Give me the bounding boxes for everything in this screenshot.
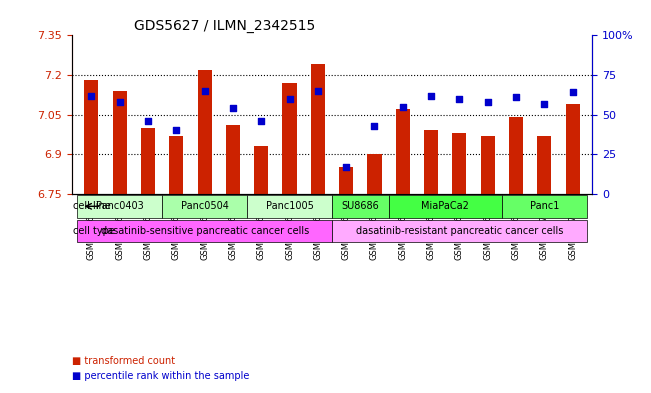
Point — [86, 92, 96, 99]
Point — [312, 88, 323, 94]
Text: MiaPaCa2: MiaPaCa2 — [421, 201, 469, 211]
Text: Panc0403: Panc0403 — [96, 201, 144, 211]
Point — [369, 123, 380, 129]
Text: dasatinib-resistant pancreatic cancer cells: dasatinib-resistant pancreatic cancer ce… — [355, 226, 563, 236]
Point — [482, 99, 493, 105]
Bar — [509, 117, 523, 194]
Bar — [85, 80, 98, 194]
FancyBboxPatch shape — [332, 195, 389, 217]
Bar — [197, 70, 212, 194]
FancyBboxPatch shape — [77, 195, 162, 217]
Bar — [283, 83, 297, 194]
Point — [568, 89, 578, 95]
Bar — [339, 167, 353, 194]
Bar — [254, 146, 268, 194]
Text: GDS5627 / ILMN_2342515: GDS5627 / ILMN_2342515 — [134, 19, 315, 33]
Point — [539, 100, 549, 107]
Bar — [169, 136, 184, 194]
Point — [256, 118, 266, 124]
Text: cell line: cell line — [73, 201, 111, 211]
Bar — [537, 136, 551, 194]
Text: ■ transformed count: ■ transformed count — [72, 356, 174, 365]
Bar — [226, 125, 240, 194]
Bar — [566, 104, 579, 194]
Point — [284, 95, 295, 102]
Point — [199, 88, 210, 94]
Bar — [480, 136, 495, 194]
Point — [171, 127, 182, 134]
Bar — [424, 130, 438, 194]
Text: dasatinib-sensitive pancreatic cancer cells: dasatinib-sensitive pancreatic cancer ce… — [100, 226, 309, 236]
Point — [511, 94, 521, 100]
FancyBboxPatch shape — [247, 195, 332, 217]
Point — [426, 92, 436, 99]
Bar — [396, 109, 410, 194]
Bar — [311, 64, 325, 194]
Point — [454, 95, 465, 102]
FancyBboxPatch shape — [77, 220, 332, 242]
FancyBboxPatch shape — [502, 195, 587, 217]
Bar — [113, 91, 127, 194]
Point — [228, 105, 238, 112]
Text: Panc1: Panc1 — [530, 201, 559, 211]
Text: ■ percentile rank within the sample: ■ percentile rank within the sample — [72, 371, 249, 381]
FancyBboxPatch shape — [389, 195, 502, 217]
Bar — [141, 128, 155, 194]
Point — [398, 103, 408, 110]
Text: Panc0504: Panc0504 — [181, 201, 229, 211]
Point — [341, 164, 352, 170]
Point — [143, 118, 153, 124]
Text: Panc1005: Panc1005 — [266, 201, 314, 211]
Text: SU8686: SU8686 — [341, 201, 379, 211]
Text: cell type: cell type — [73, 226, 115, 236]
FancyBboxPatch shape — [332, 220, 587, 242]
Bar — [367, 154, 381, 194]
FancyBboxPatch shape — [162, 195, 247, 217]
Bar — [452, 133, 467, 194]
Point — [115, 99, 125, 105]
